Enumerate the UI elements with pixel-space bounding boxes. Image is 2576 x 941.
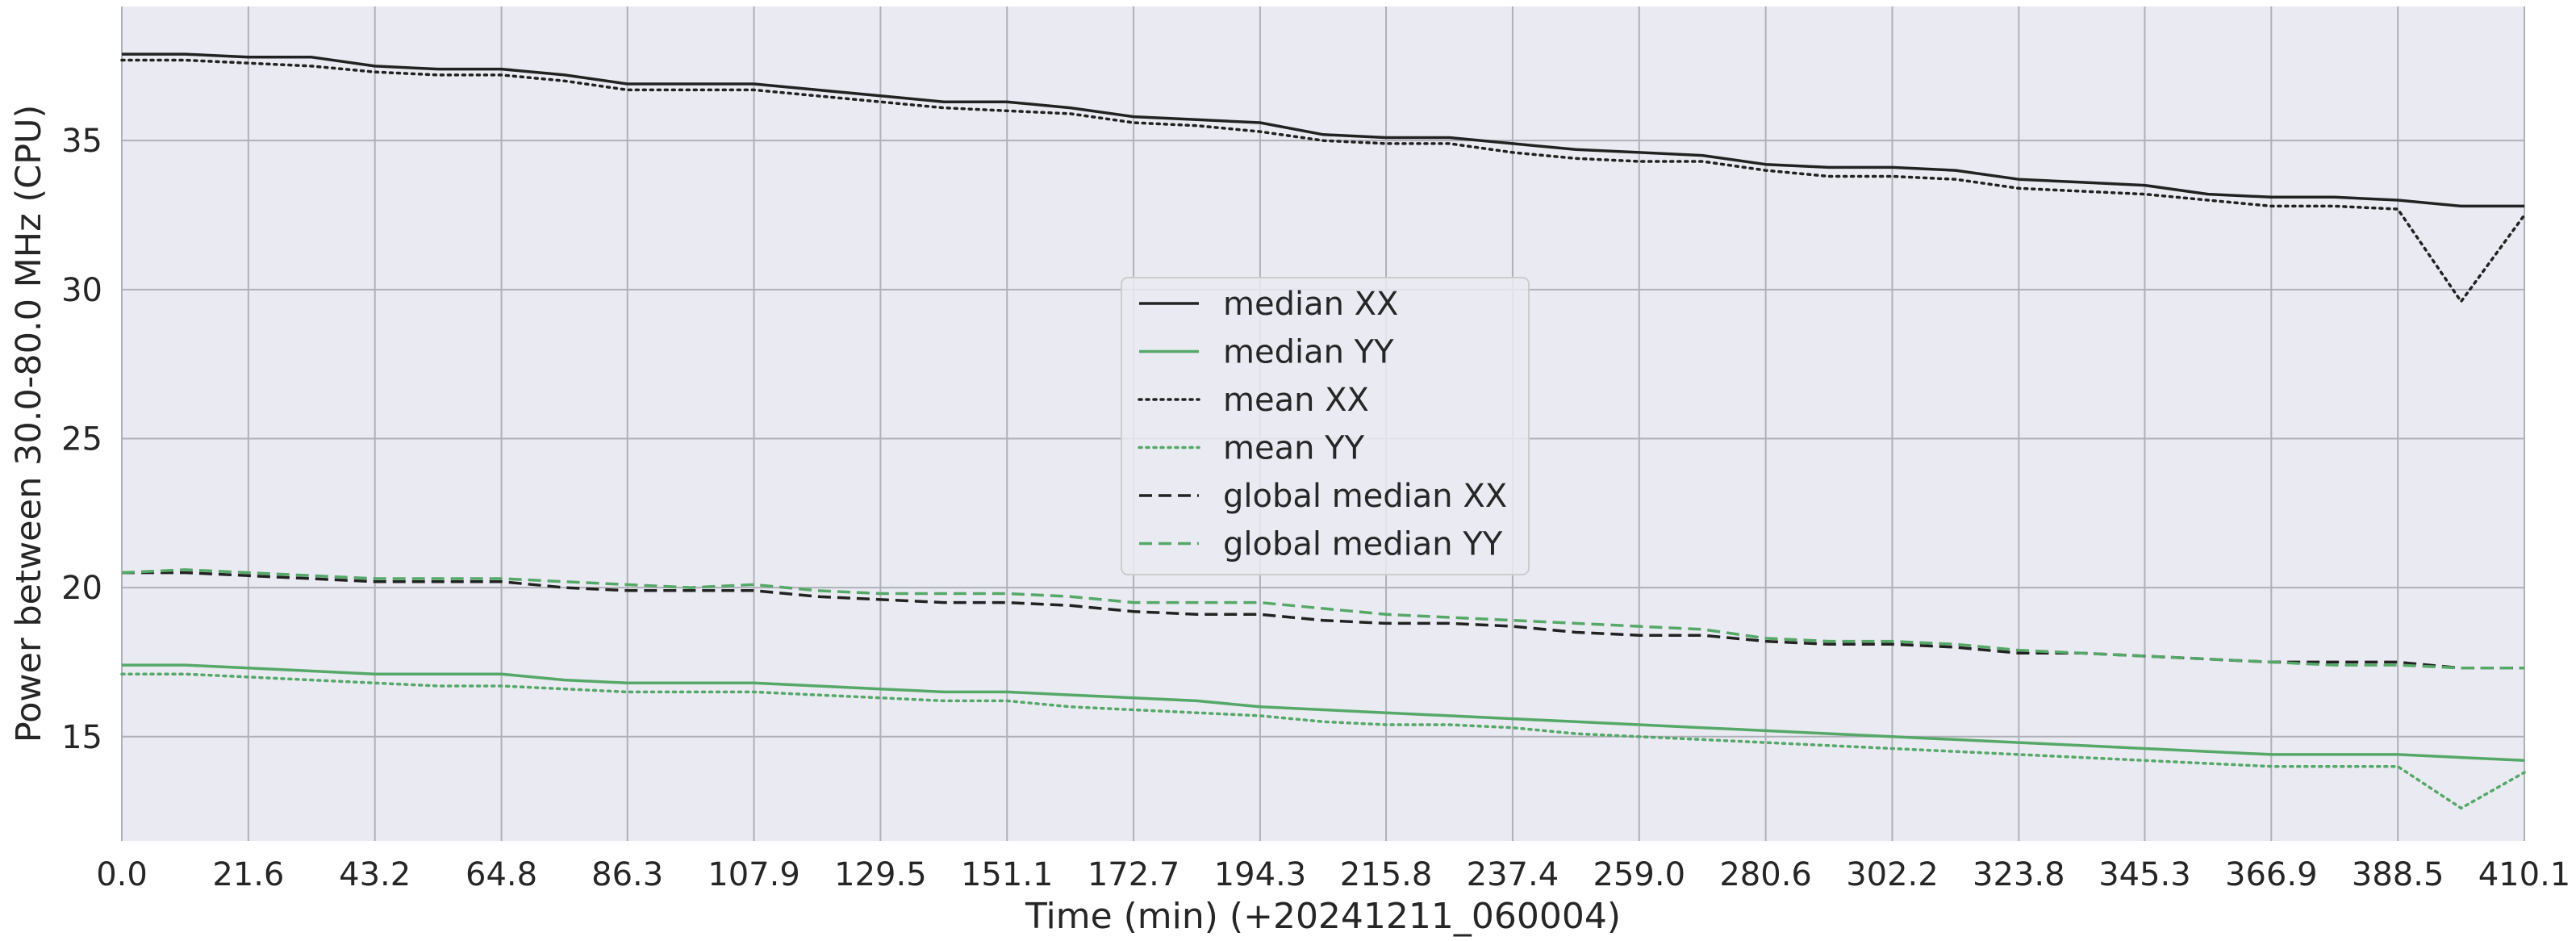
x-axis-label: Time (min) (+20241211_060004) bbox=[1025, 896, 1621, 937]
x-tick-label: 64.8 bbox=[466, 856, 537, 893]
legend-label: mean XX bbox=[1223, 382, 1369, 419]
x-tick-label: 21.6 bbox=[212, 856, 284, 893]
y-tick-label: 20 bbox=[61, 570, 102, 607]
x-tick-label: 0.0 bbox=[96, 856, 148, 893]
x-tick-label: 280.6 bbox=[1719, 856, 1812, 893]
x-tick-label: 366.9 bbox=[2225, 856, 2318, 893]
series-median-yy bbox=[122, 663, 2525, 763]
x-tick-label: 323.8 bbox=[1973, 856, 2065, 893]
series-global-median-yy bbox=[121, 568, 2524, 670]
series-lines bbox=[120, 52, 2526, 810]
series-mean-yy bbox=[120, 672, 2526, 810]
legend-box bbox=[1121, 277, 1530, 575]
x-tick-labels: 0.0 21.6 43.2 64.8 86.3 107.9 129.5 151.1 172.7 1… bbox=[96, 856, 2570, 893]
x-tick-label: 345.3 bbox=[2098, 856, 2191, 893]
x-tick-label: 302.2 bbox=[1846, 856, 1939, 893]
x-tick-label: 107.9 bbox=[708, 856, 800, 893]
legend-label: mean YY bbox=[1223, 430, 1365, 467]
x-tick-label: 259.0 bbox=[1593, 856, 1686, 893]
x-tick-label: 215.8 bbox=[1340, 856, 1433, 893]
legend: median XX median YY mean XX mean YY global m… bbox=[1121, 277, 1530, 575]
legend-label: global median YY bbox=[1223, 526, 1503, 563]
series-median-xx bbox=[122, 52, 2524, 208]
x-tick-label: 172.7 bbox=[1088, 856, 1180, 893]
x-tick-label: 388.5 bbox=[2352, 856, 2444, 893]
y-tick-label: 15 bbox=[61, 719, 102, 756]
y-axis-label: Power between 30.0-80.0 MHz (CPU) bbox=[9, 105, 49, 743]
x-tick-label: 151.1 bbox=[961, 856, 1054, 893]
x-tick-label: 86.3 bbox=[591, 856, 663, 893]
y-tick-labels: 15 20 25 30 35 bbox=[61, 123, 102, 756]
legend-label: global median XX bbox=[1223, 478, 1507, 515]
y-tick-label: 25 bbox=[61, 420, 102, 458]
series-mean-xx bbox=[120, 58, 2526, 303]
y-tick-label: 35 bbox=[61, 123, 102, 160]
legend-label: median XX bbox=[1223, 286, 1398, 323]
x-tick-label: 237.4 bbox=[1467, 856, 1559, 893]
x-tick-label: 43.2 bbox=[339, 856, 411, 893]
x-tick-label: 410.1 bbox=[2478, 856, 2571, 893]
x-tick-label: 194.3 bbox=[1214, 856, 1307, 893]
y-tick-label: 30 bbox=[61, 272, 102, 309]
legend-label: median YY bbox=[1223, 334, 1394, 371]
x-tick-label: 129.5 bbox=[834, 856, 927, 893]
